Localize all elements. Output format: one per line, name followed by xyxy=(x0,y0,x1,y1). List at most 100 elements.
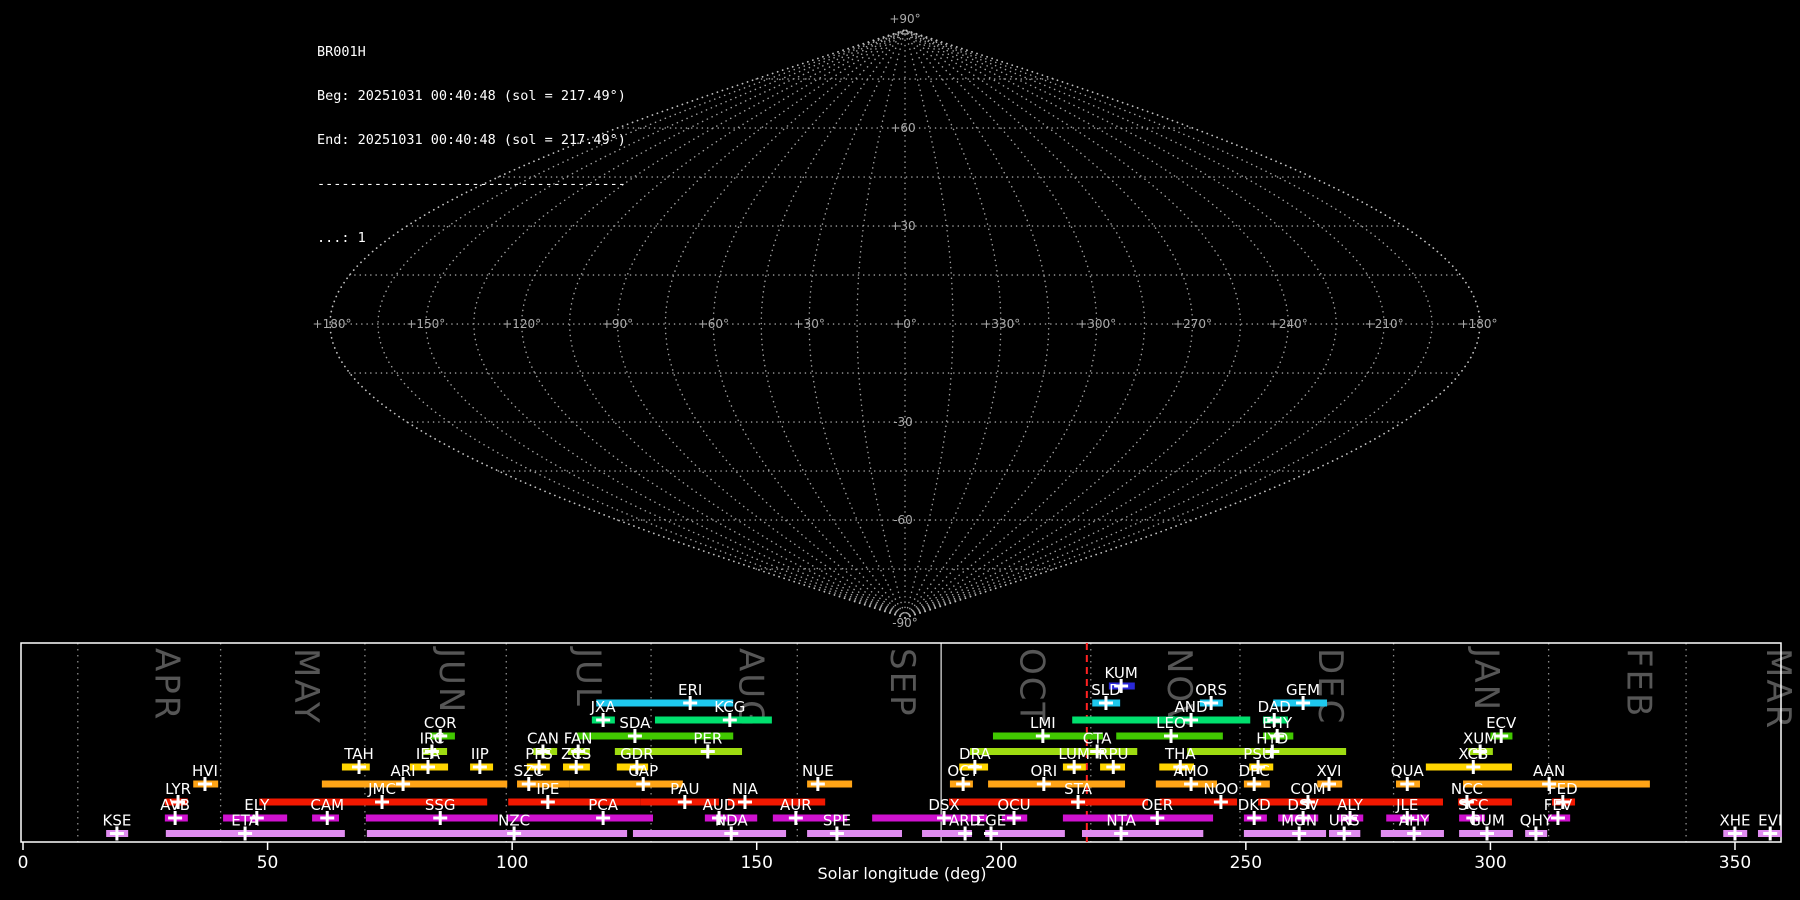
shower-label: LUM xyxy=(1058,745,1090,763)
axis-tick-label: 0 xyxy=(18,853,29,873)
shower-peak-marker xyxy=(1164,729,1179,743)
shower-label: ETA xyxy=(231,812,259,830)
month-label: AUG xyxy=(730,648,770,729)
shower-label: IEA xyxy=(416,745,441,763)
shower-peak-marker xyxy=(1727,826,1742,841)
meridian-line xyxy=(904,29,1338,619)
shower-label: URS xyxy=(1329,812,1360,830)
shower-peak-marker xyxy=(1267,713,1282,727)
shower-label: JLE xyxy=(1395,796,1418,814)
shower-peak-marker xyxy=(1459,795,1474,809)
shower-label: SPE xyxy=(823,812,851,830)
meridian-line xyxy=(473,29,906,619)
shower-peak-marker xyxy=(171,795,186,809)
lon-label: +270° xyxy=(1173,317,1212,331)
lon-label: +180° xyxy=(1459,317,1498,331)
lon-label: +0° xyxy=(893,317,917,331)
shower-peak-marker xyxy=(1296,811,1311,825)
month-label: JUN xyxy=(431,646,471,714)
lon-label: +300° xyxy=(1077,317,1116,331)
lon-label: +330° xyxy=(981,317,1020,331)
shower-label: ECV xyxy=(1486,714,1517,732)
shower-bar xyxy=(727,798,826,806)
shower-peak-marker xyxy=(1247,777,1262,791)
shower-label: ORS xyxy=(1195,681,1227,699)
lon-label: +150° xyxy=(406,317,445,331)
shower-peak-marker xyxy=(569,760,584,774)
shower-label: THA xyxy=(1164,745,1196,763)
shower-label: XVI xyxy=(1317,762,1342,780)
shower-peak-marker xyxy=(1213,795,1228,809)
shower-label: DSX xyxy=(928,796,959,814)
shower-label: OER xyxy=(1141,796,1173,814)
shower-peak-marker xyxy=(1114,826,1129,841)
shower-label: QHY xyxy=(1520,812,1553,830)
shower-peak-marker xyxy=(1763,826,1778,841)
shower-peak-marker xyxy=(956,777,971,791)
shower-peak-marker xyxy=(829,826,844,841)
shower-peak-marker xyxy=(627,729,642,743)
lon-label: +30° xyxy=(794,317,825,331)
shower-peak-marker xyxy=(1173,760,1188,774)
shower-label: ORI xyxy=(1031,762,1058,780)
shower-label: QUA xyxy=(1391,762,1425,780)
shower-label: NCC xyxy=(1451,780,1483,798)
shower-label: ARD xyxy=(949,812,981,830)
shower-label: ARI xyxy=(391,762,416,780)
shower-label: MON xyxy=(1281,812,1317,830)
shower-label: COM xyxy=(1290,780,1325,798)
month-label: SEP xyxy=(882,648,922,718)
shower-peak-marker xyxy=(433,811,448,825)
shower-peak-marker xyxy=(535,744,550,759)
shower-label: FAN xyxy=(564,730,593,748)
shower-bar xyxy=(922,830,972,837)
shower-peak-marker xyxy=(424,744,439,759)
meridian-line xyxy=(856,29,906,619)
shower-label: FEV xyxy=(1544,796,1573,814)
month-label: JAN xyxy=(1466,646,1506,712)
pole-label-south: -90° xyxy=(892,616,918,630)
shower-bar xyxy=(988,780,1126,788)
shower-label: IPE xyxy=(536,780,559,798)
shower-peak-marker xyxy=(1343,811,1358,825)
shower-bar xyxy=(1258,798,1443,806)
shower-peak-marker xyxy=(1150,811,1165,825)
shower-label: NUE xyxy=(802,762,834,780)
shower-peak-marker xyxy=(788,811,803,825)
shower-bar xyxy=(508,798,641,806)
shower-label: AMO xyxy=(1174,762,1209,780)
shower-peak-marker xyxy=(109,826,124,841)
shower-peak-marker xyxy=(433,729,448,743)
shower-label: LEO xyxy=(1156,714,1186,732)
shower-label: AUD xyxy=(703,796,736,814)
shower-peak-marker xyxy=(1071,795,1086,809)
shower-label: STA xyxy=(1064,780,1093,798)
shower-label: XUM xyxy=(1463,730,1497,748)
lon-label: +210° xyxy=(1365,317,1404,331)
shower-label: SZC xyxy=(514,762,544,780)
shower-peak-marker xyxy=(937,811,952,825)
shower-label: GUM xyxy=(1469,812,1505,830)
shower-label: CAM xyxy=(310,796,344,814)
shower-bar xyxy=(365,814,498,822)
shower-label: AUR xyxy=(780,796,812,814)
lat-label: +60 xyxy=(890,121,915,135)
shower-peak-marker xyxy=(421,760,436,774)
shower-label: NOO xyxy=(1203,780,1238,798)
shower-peak-marker xyxy=(1473,744,1488,759)
shower-label: NDA xyxy=(715,812,749,830)
shower-peak-marker xyxy=(1247,811,1262,825)
shower-label: DRA xyxy=(959,745,991,763)
shower-peak-marker xyxy=(352,760,367,774)
shower-label: CTA xyxy=(1083,730,1112,748)
month-label: APR xyxy=(146,648,186,721)
shower-peak-marker xyxy=(1204,696,1219,710)
info-header: BR001H Beg: 20251031 00:40:48 (sol = 217… xyxy=(317,16,626,275)
shower-label: SLD xyxy=(1091,681,1120,699)
shower-peak-marker xyxy=(1296,696,1311,710)
count-line: ...: 1 xyxy=(317,230,366,247)
shower-bar xyxy=(1243,830,1327,837)
shower-peak-marker xyxy=(683,696,698,710)
